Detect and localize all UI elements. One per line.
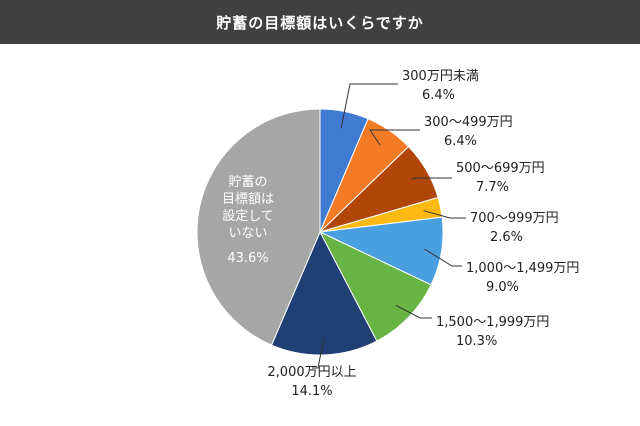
slice-name-label: 700〜999万円: [470, 211, 559, 226]
slice-name-label: 2,000万円以上: [267, 365, 356, 380]
slice-name-label: 目標額は: [222, 192, 274, 207]
slice-name-label: 設定して: [222, 208, 274, 224]
leader-line: [411, 177, 452, 180]
slice-value-label: 9.0%: [486, 280, 519, 295]
slice-name-label: 貯蓄の: [228, 175, 267, 190]
slice-name-label: 300〜499万円: [424, 115, 513, 130]
leader-line: [424, 248, 462, 267]
leader-line: [423, 210, 466, 219]
slice-name-label: 1,000〜1,499万円: [466, 261, 579, 276]
pie-slice: [196, 108, 321, 346]
slice-value-label: 14.1%: [291, 384, 332, 399]
slice-value-label: 7.7%: [476, 180, 509, 195]
leader-line: [312, 337, 325, 369]
slice-labels: 300万円未満 6.4% 300〜499万円 6.4% 500〜699万円 7.7% 700…: [222, 69, 579, 399]
slice-name-label: 1,500〜1,999万円: [436, 315, 549, 330]
pie-slices: [196, 108, 444, 356]
pie-slice: [318, 230, 432, 342]
slice-value-label: 43.6%: [227, 251, 268, 266]
slice-value-label: 6.4%: [444, 134, 477, 149]
slice-value-label: 10.3%: [456, 334, 497, 349]
leader-line: [340, 83, 398, 129]
slice-name-label: いない: [228, 226, 267, 241]
pie-slice: [270, 230, 378, 356]
leader-lines: [312, 83, 466, 369]
slice-value-label: 6.4%: [422, 88, 455, 103]
slice-value-label: 2.6%: [490, 230, 523, 245]
leader-line: [369, 129, 420, 146]
slice-name-label: 500〜699万円: [456, 161, 545, 176]
leader-line: [395, 304, 432, 319]
chart-title: 貯蓄の目標額はいくらですか: [0, 0, 640, 44]
slice-name-label: 300万円未満: [402, 69, 479, 84]
